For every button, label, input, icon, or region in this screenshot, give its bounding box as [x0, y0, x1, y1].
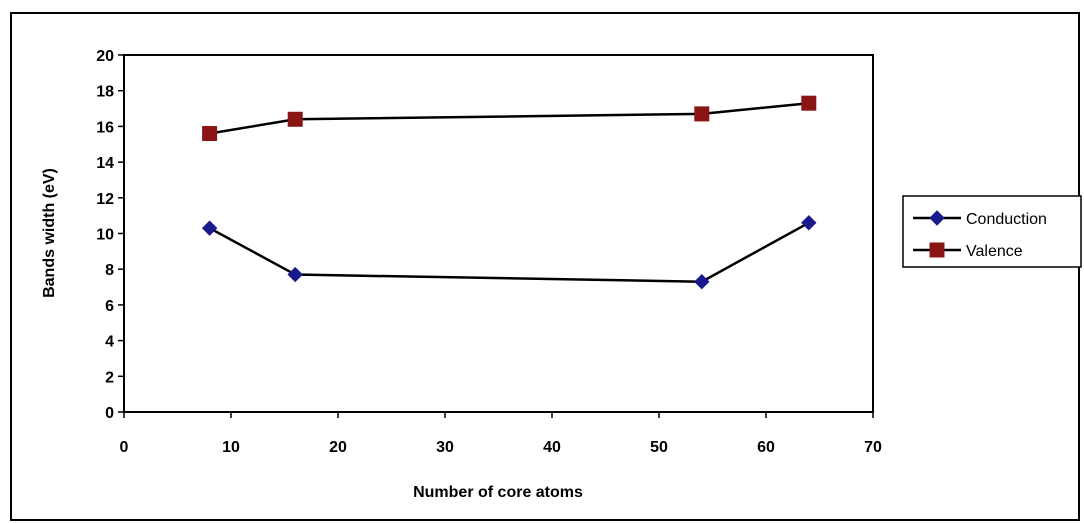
series-layer [201, 95, 817, 290]
valence-point [801, 95, 817, 111]
conduction-point [201, 220, 218, 236]
x-tick-label: 70 [864, 439, 882, 456]
legend-item-valence: Valence [913, 242, 1023, 260]
y-tick-label: 12 [96, 191, 114, 208]
y-tick-label: 4 [105, 334, 114, 351]
legend-label: Conduction [966, 211, 1047, 228]
x-axis-ticks: 0 10 20 30 40 50 60 70 [120, 412, 882, 456]
y-tick-label: 18 [96, 84, 114, 101]
x-tick-label: 20 [329, 439, 347, 456]
y-tick-label: 10 [96, 227, 114, 244]
y-tick-label: 14 [96, 155, 114, 172]
y-tick-label: 6 [105, 298, 114, 315]
series-valence [202, 95, 817, 142]
valence-point [694, 106, 710, 122]
y-axis-title: Bands width (eV) [41, 168, 58, 298]
legend-marker-conduction [929, 210, 945, 226]
valence-point [287, 111, 303, 127]
x-tick-label: 10 [222, 439, 240, 456]
x-tick-label: 50 [650, 439, 668, 456]
conduction-line [209, 221, 810, 283]
series-conduction [201, 215, 817, 290]
y-tick-label: 0 [105, 405, 114, 422]
valence-point [202, 126, 218, 142]
y-axis-ticks: 0 2 4 6 8 10 12 14 16 18 20 [96, 48, 124, 422]
y-tick-label: 2 [105, 369, 114, 386]
conduction-point [694, 273, 710, 290]
plot-area [123, 54, 874, 413]
x-tick-label: 30 [436, 439, 454, 456]
valence-line [209, 101, 809, 135]
x-tick-label: 60 [757, 439, 775, 456]
legend-item-conduction: Conduction [913, 210, 1047, 228]
x-tick-label: 40 [543, 439, 561, 456]
y-tick-label: 8 [105, 262, 114, 279]
y-tick-label: 16 [96, 119, 114, 136]
legend-marker-valence [929, 242, 945, 258]
y-tick-label: 20 [96, 48, 114, 65]
x-axis-title: Number of core atoms [413, 484, 583, 501]
conduction-point [801, 215, 817, 231]
x-tick-label: 0 [120, 439, 129, 456]
conduction-point [287, 266, 303, 283]
legend-label: Valence [966, 243, 1023, 260]
legend: Conduction Valence [902, 195, 1082, 268]
